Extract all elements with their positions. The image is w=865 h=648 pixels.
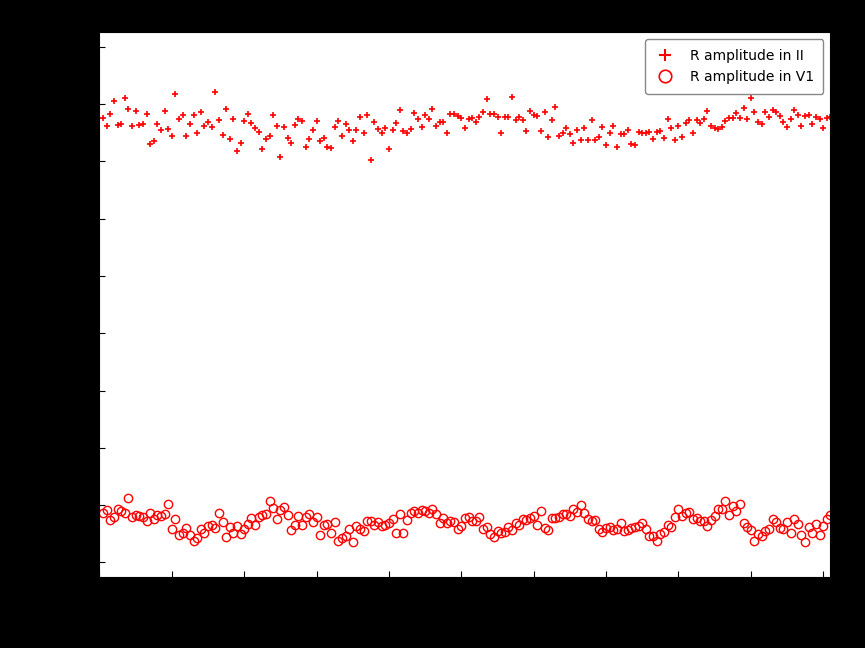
Line: R amplitude in V1: R amplitude in V1 [99, 494, 835, 547]
R amplitude in V1 [540, 524, 550, 532]
R amplitude in V1 [460, 514, 471, 522]
R amplitude in II [706, 122, 716, 130]
R amplitude in II [814, 115, 824, 122]
Y-axis label: R peak amplitude in mV: R peak amplitude in mV [41, 213, 55, 397]
R amplitude in V1 [800, 538, 811, 546]
R amplitude in V1 [123, 494, 133, 502]
R amplitude in V1 [98, 509, 108, 517]
R amplitude in V1 [814, 531, 824, 539]
R amplitude in V1 [482, 523, 492, 531]
R amplitude in II [485, 111, 496, 119]
R amplitude in II [98, 114, 108, 122]
R amplitude in II [464, 115, 474, 123]
R amplitude in II [825, 113, 836, 121]
R amplitude in V1 [702, 522, 713, 529]
R amplitude in II [210, 88, 221, 96]
Legend: R amplitude in II, R amplitude in V1: R amplitude in II, R amplitude in V1 [645, 40, 823, 94]
R amplitude in II [366, 156, 376, 163]
R amplitude in V1 [286, 526, 297, 533]
Line: R amplitude in II: R amplitude in II [99, 89, 834, 163]
R amplitude in II [286, 139, 297, 146]
R amplitude in II [543, 133, 554, 141]
X-axis label: Beat ID: Beat ID [437, 601, 493, 616]
R amplitude in V1 [825, 511, 836, 519]
